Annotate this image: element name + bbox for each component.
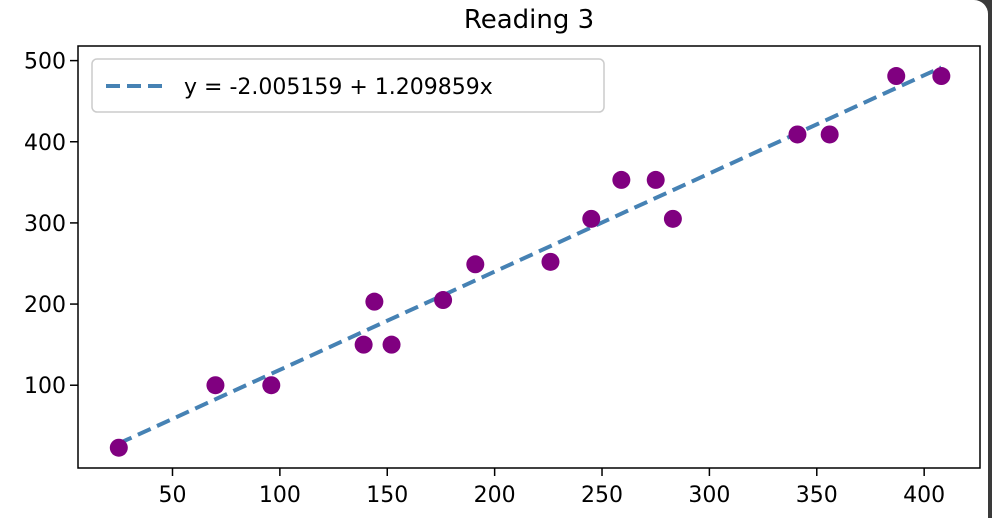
data-point [612,170,631,189]
data-point [788,125,807,144]
legend-box [91,58,605,113]
x-tick-label: 250 [581,483,623,508]
data-point [646,170,665,189]
x-tick-label: 50 [158,483,186,508]
data-point [206,376,225,395]
fit-line [117,65,943,446]
x-tick-label: 400 [903,483,945,508]
y-tick-label: 200 [24,293,66,318]
legend-label: y = -2.005159 + 1.209859x [184,75,493,100]
plot-frame [77,45,981,469]
y-tick-label: 300 [24,212,66,237]
data-point [932,67,951,86]
chart-title: Reading 3 [464,5,594,35]
axes: 50 100 150 200 250 300 350 400 100 200 300 400 500 [24,45,981,508]
x-tick-label: 150 [366,483,408,508]
x-tick-label: 100 [259,483,301,508]
data-point [354,335,373,354]
data-point [820,125,839,144]
data-point [541,252,560,271]
data-point [262,376,281,395]
data-point [434,291,453,310]
data-point [663,209,682,228]
y-tick-label: 400 [24,131,66,156]
x-tick-label: 300 [688,483,730,508]
plot-area [109,65,951,457]
data-point [365,292,384,311]
data-point [466,255,485,274]
data-point [382,335,401,354]
y-tick-label: 500 [24,50,66,75]
legend: y = -2.005159 + 1.209859x [91,58,605,113]
x-tick-label: 350 [796,483,838,508]
data-point [109,438,128,457]
y-tick-label: 100 [24,374,66,399]
data-point [582,209,601,228]
x-tick-label: 200 [474,483,516,508]
data-point [887,67,906,86]
